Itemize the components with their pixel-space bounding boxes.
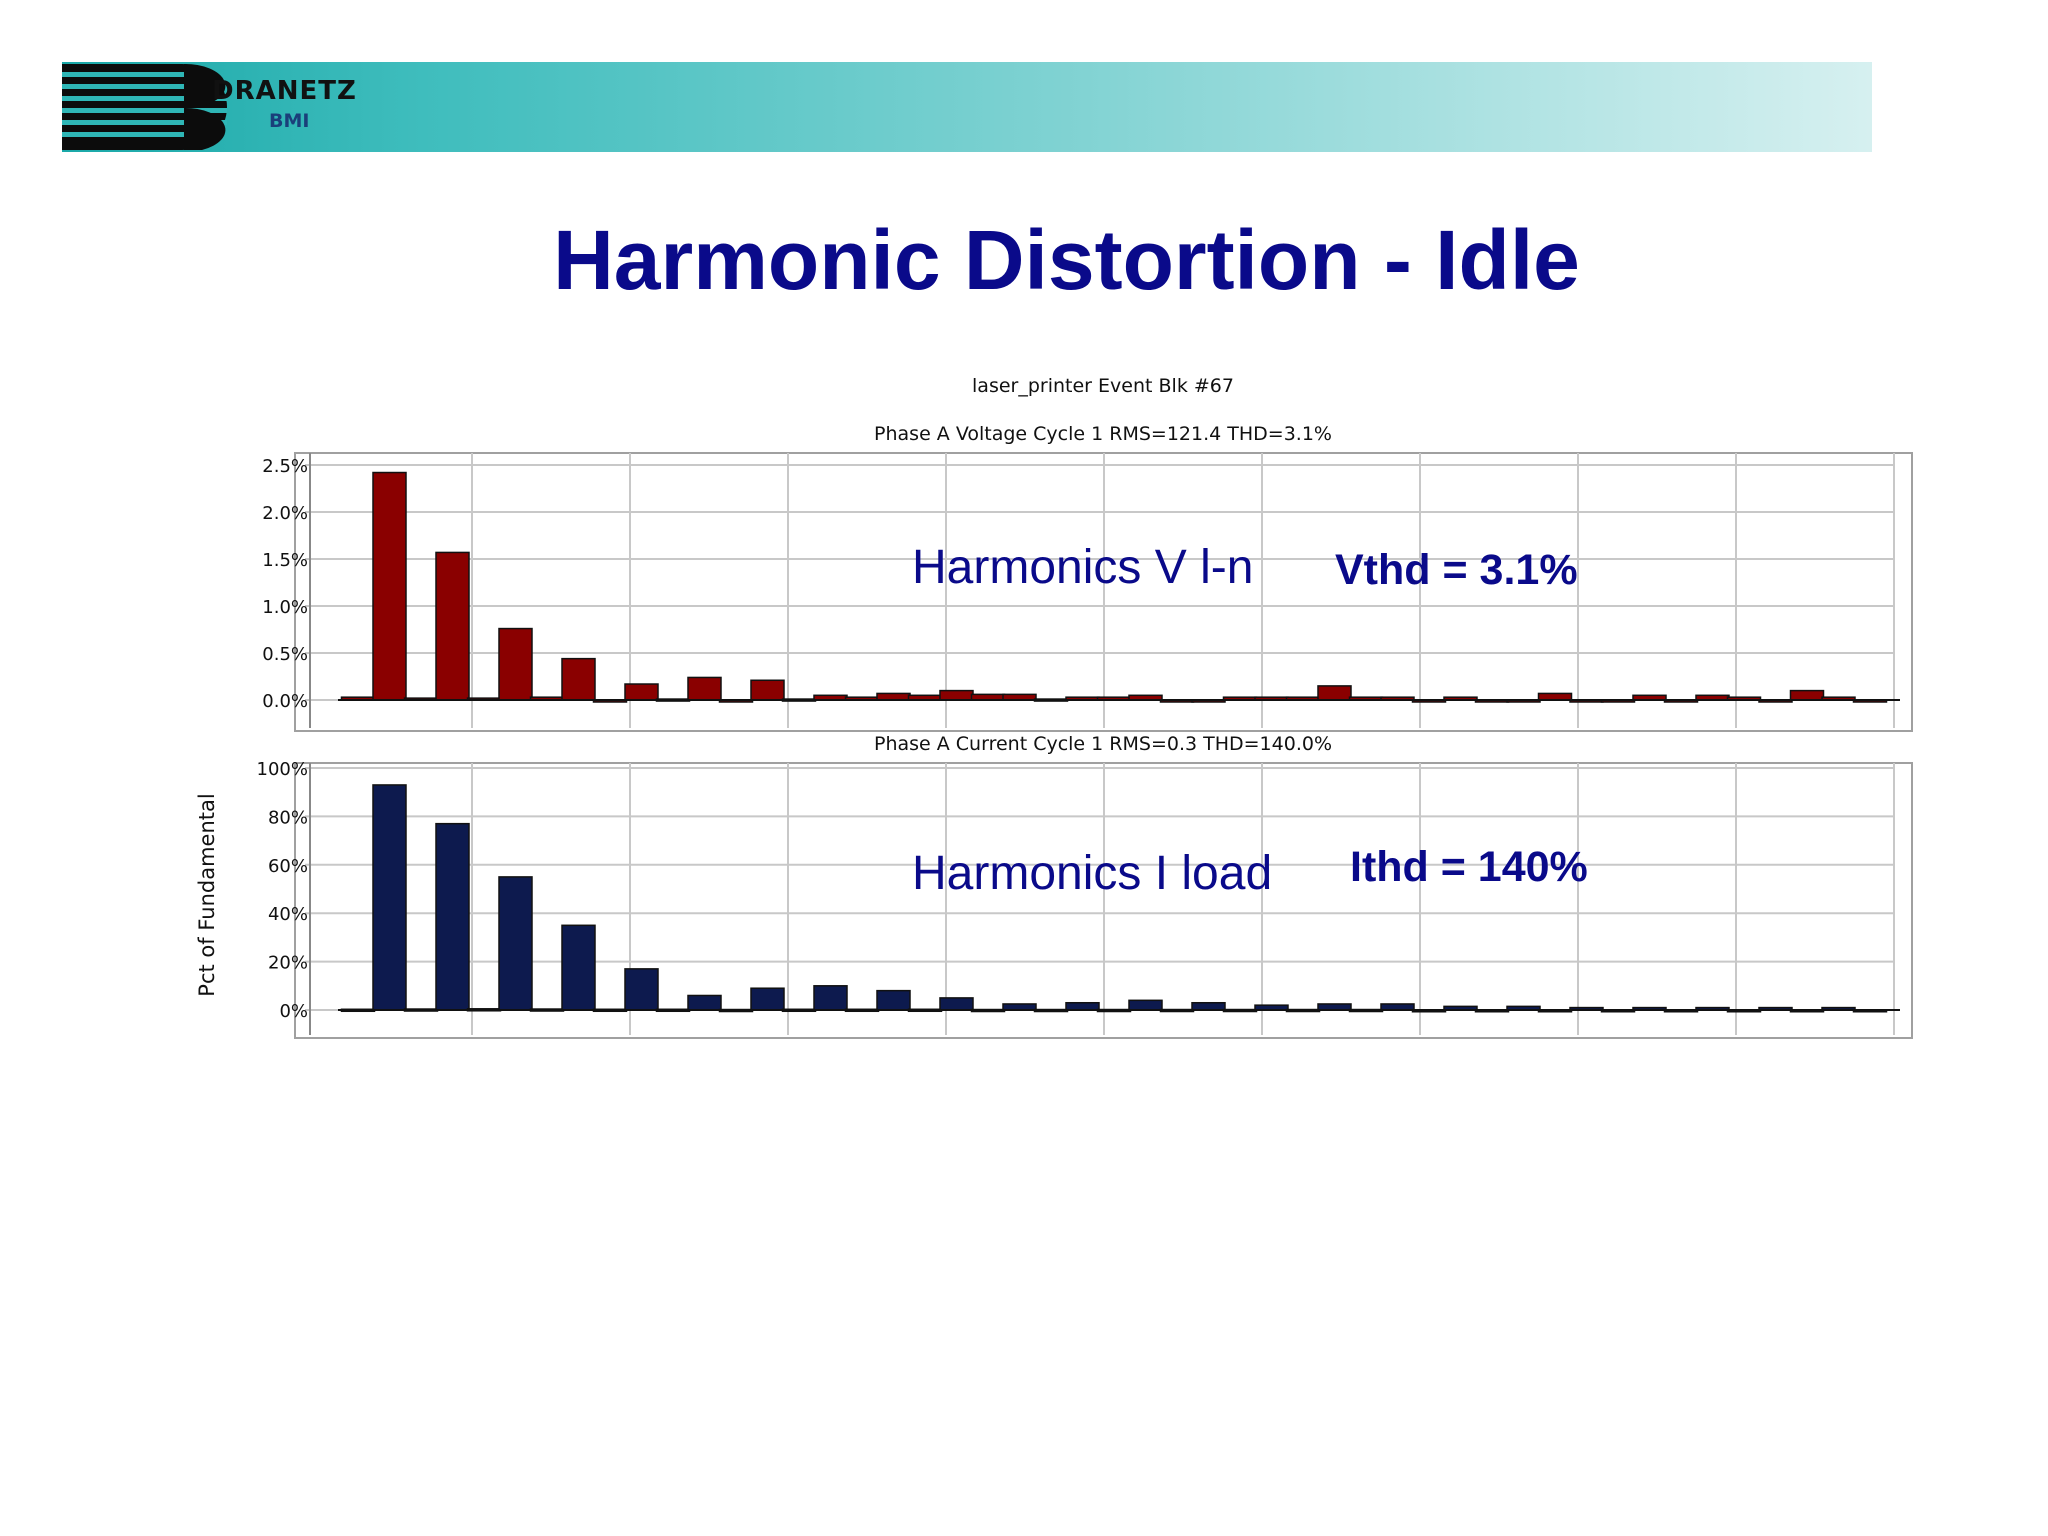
- bar: [624, 968, 659, 1011]
- y-tick-label: 40%: [268, 904, 308, 925]
- y-tick-label: 60%: [268, 856, 308, 877]
- bar: [1065, 1001, 1100, 1011]
- bar: [1317, 685, 1352, 701]
- y-tick-label: 100%: [257, 759, 308, 780]
- bar: [624, 683, 659, 701]
- figure-title: laser_printer Event Blk #67: [972, 375, 1234, 397]
- bar: [687, 676, 722, 701]
- bar: [687, 994, 722, 1011]
- current-thd-label: Ithd = 140%: [1350, 843, 1588, 891]
- y-tick-label: 0.0%: [262, 691, 308, 712]
- brand-sub: BMI: [269, 110, 310, 132]
- voltage-y-ticks: 2.5% 2.0% 1.5% 1.0% 0.5% 0.0%: [262, 456, 308, 712]
- bar: [372, 471, 407, 701]
- y-tick-label: 2.0%: [262, 503, 308, 524]
- bar: [498, 627, 533, 701]
- bar: [435, 822, 470, 1011]
- bar: [372, 784, 407, 1011]
- current-y-ticks: 100% 80% 60% 40% 20% 0%: [257, 759, 308, 1022]
- bar: [1789, 689, 1825, 701]
- y-tick-label: 1.5%: [262, 550, 308, 571]
- bar: [750, 679, 785, 701]
- brand-name: DRANETZ: [212, 76, 357, 106]
- y-tick-label: 80%: [268, 807, 308, 828]
- voltage-chart-title: Phase A Voltage Cycle 1 RMS=121.4 THD=3.…: [874, 423, 1332, 445]
- bar: [1128, 999, 1163, 1011]
- bar: [876, 989, 911, 1011]
- dranetz-logo: [62, 63, 227, 150]
- bar: [1191, 1001, 1226, 1011]
- bar: [813, 985, 848, 1011]
- bar: [750, 987, 785, 1011]
- current-harmonics-label: Harmonics I load: [912, 847, 1273, 900]
- bar: [561, 924, 596, 1011]
- voltage-bars: [338, 471, 1900, 703]
- current-y-axis-label: Pct of Fundamental: [195, 793, 219, 996]
- bar: [435, 551, 470, 701]
- slide-title: Harmonic Distortion - Idle: [553, 213, 1580, 307]
- bar: [939, 997, 974, 1011]
- bar: [498, 876, 533, 1011]
- bar: [561, 657, 596, 701]
- bar: [939, 689, 974, 701]
- header-band: [62, 62, 1872, 152]
- y-tick-label: 0.5%: [262, 644, 308, 665]
- voltage-harmonics-label: Harmonics V l-n: [912, 541, 1254, 594]
- y-tick-label: 2.5%: [262, 456, 308, 477]
- y-tick-label: 1.0%: [262, 597, 308, 618]
- y-tick-label: 20%: [268, 953, 308, 974]
- current-bars: [338, 784, 1900, 1013]
- voltage-thd-label: Vthd = 3.1%: [1335, 546, 1578, 594]
- harmonics-charts: laser_printer Event Blk #67 Phase A Volt…: [195, 375, 1913, 1039]
- voltage-grid: [305, 453, 1895, 728]
- current-chart-title: Phase A Current Cycle 1 RMS=0.3 THD=140.…: [874, 733, 1332, 755]
- y-tick-label: 0%: [279, 1001, 308, 1022]
